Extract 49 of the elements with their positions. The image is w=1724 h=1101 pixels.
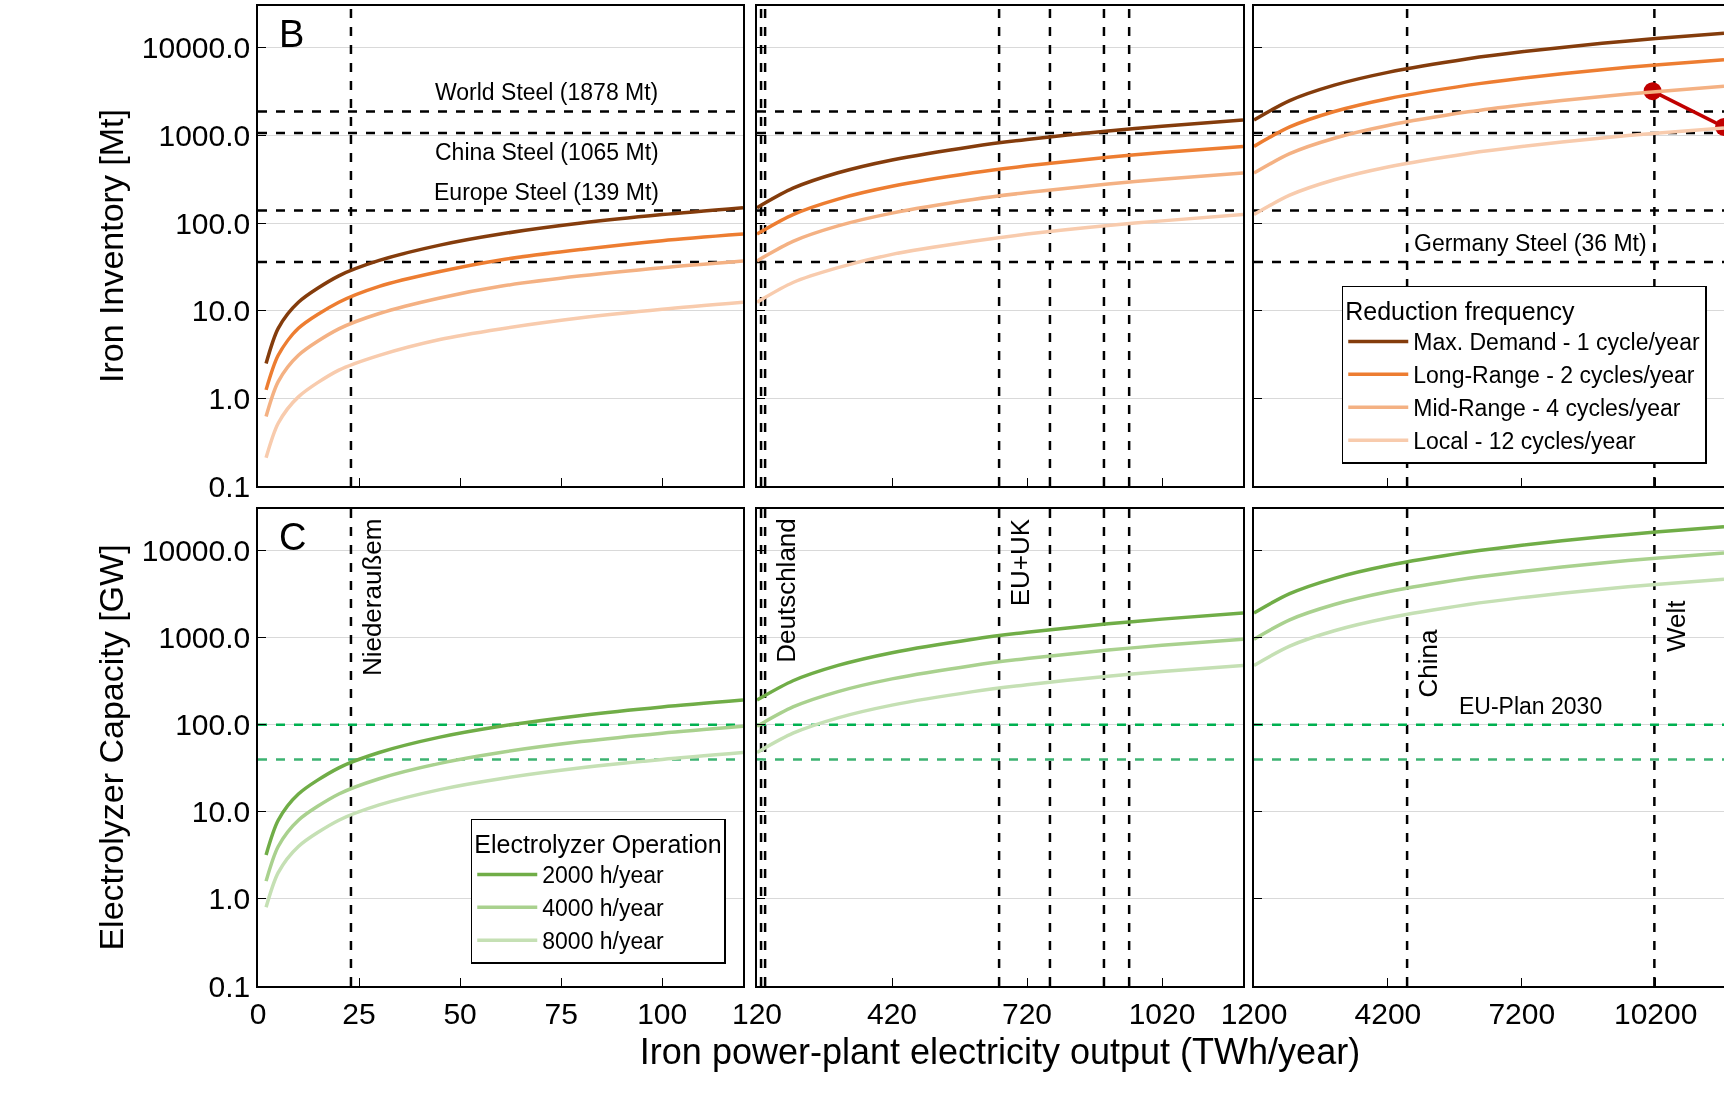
y-axis-title: Electrolyzer Capacity [GW]	[91, 544, 130, 951]
x-tick-label: 10200	[1613, 996, 1698, 1030]
legend-label: Local - 12 cycles/year	[1413, 428, 1637, 455]
legend-label: 8000 h/year	[542, 928, 665, 955]
ref-line-label: World Steel (1878 Mt)	[435, 79, 659, 105]
x-tick-label: 1020	[1128, 996, 1196, 1030]
legend-label: Max. Demand - 1 cycle/year	[1413, 329, 1700, 356]
y-tick-label: 1000.0	[158, 621, 251, 655]
y-tick-label: 1000.0	[158, 118, 251, 152]
legend-label: 4000 h/year	[542, 895, 665, 922]
x-tick-label: 4200	[1354, 996, 1422, 1030]
x-axis-title: Iron power-plant electricity output (TWh/year)	[639, 1030, 1361, 1072]
x-tick-label: 100	[637, 996, 688, 1030]
ref-line-label: China	[1412, 629, 1443, 698]
x-tick-label: 1200	[1220, 996, 1288, 1030]
x-tick-label: 720	[1001, 996, 1053, 1030]
y-tick-label: 10.0	[191, 795, 251, 829]
x-tick-label: 0	[249, 996, 267, 1030]
ref-line-label: Europe Steel (139 Mt)	[434, 179, 660, 205]
ref-line-label: EU-Plan 2030	[1459, 693, 1603, 719]
x-tick-label: 120	[731, 996, 783, 1030]
ref-line-label: Welt	[1660, 599, 1691, 652]
y-tick-label: 0.1	[208, 969, 251, 1003]
legend-label: 2000 h/year	[542, 862, 665, 889]
x-tick-label: 25	[342, 996, 376, 1030]
legend-title: Reduction frequency	[1345, 296, 1576, 325]
x-tick-label: 50	[443, 996, 477, 1030]
ref-line-label: China Steel (1065 Mt)	[435, 139, 659, 165]
x-tick-label: 75	[544, 996, 578, 1030]
y-tick-label: 1.0	[208, 381, 251, 415]
y-tick-label: 0.1	[208, 469, 251, 503]
y-tick-label: 10000.0	[141, 31, 251, 65]
y-tick-label: 1.0	[208, 882, 251, 916]
annotation: C	[279, 516, 307, 558]
x-tick-label: 420	[866, 996, 918, 1030]
y-axis-title: Iron Inventory [Mt]	[91, 109, 130, 383]
legend-label: Long-Range - 2 cycles/year	[1413, 362, 1695, 389]
x-tick-label: 7200	[1488, 996, 1556, 1030]
y-tick-label: 10000.0	[141, 534, 251, 568]
annotation: B	[279, 13, 305, 55]
ref-line-label: EU+UK	[1004, 518, 1035, 607]
y-tick-label: 100.0	[175, 708, 251, 742]
ref-line-label: Niederaußem	[356, 518, 387, 677]
y-tick-label: 100.0	[175, 206, 251, 240]
legend-title: Electrolyzer Operation	[474, 829, 722, 858]
ref-line-label: Deutschland	[771, 518, 802, 663]
y-tick-label: 10.0	[191, 294, 251, 328]
legend-label: Mid-Range - 4 cycles/year	[1413, 395, 1681, 422]
ref-line-label: Germany Steel (36 Mt)	[1414, 230, 1647, 256]
